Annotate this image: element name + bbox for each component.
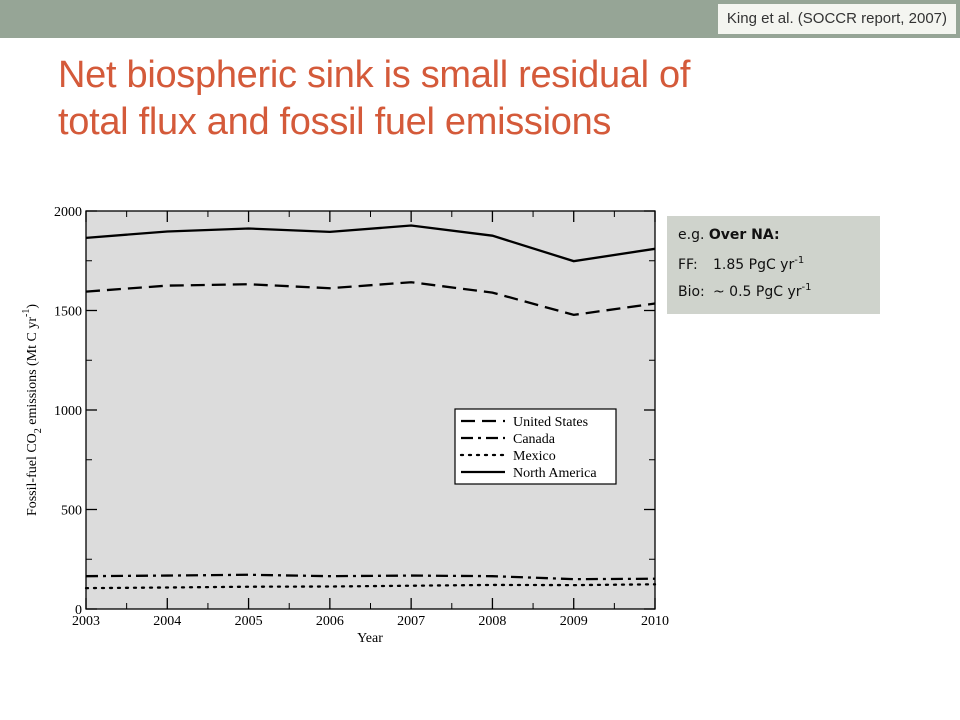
citation-label: King et al. (SOCCR report, 2007) bbox=[717, 4, 956, 34]
x-tick-label: 2003 bbox=[72, 614, 100, 629]
note-box: e.g. Over NA: FF: 1.85 PgC yr-1 Bio: ~ 0.5… bbox=[667, 216, 880, 314]
x-tick-label: 2006 bbox=[316, 614, 344, 629]
y-tick-label: 0 bbox=[75, 603, 82, 618]
slide-title-line-1: Net biospheric sink is small residual of bbox=[58, 54, 691, 96]
note-line-ff: FF: 1.85 PgC yr-1 bbox=[678, 255, 805, 273]
slide-title-line-2: total flux and fossil fuel emissions bbox=[58, 101, 612, 143]
series-line-mexico bbox=[84, 583, 657, 590]
series-line-north-america bbox=[85, 224, 656, 263]
x-tick-label: 2010 bbox=[641, 614, 669, 629]
y-tick-label: 2000 bbox=[54, 205, 82, 220]
y-tick-label: 1500 bbox=[54, 305, 82, 320]
slide-title: Net biospheric sink is small residual of… bbox=[58, 52, 938, 146]
x-tick-label: 2004 bbox=[153, 614, 181, 629]
legend-label-canada: Canada bbox=[513, 432, 556, 447]
y-axis-label: Fossil-fuel CO2 emissions (Mt C yr-1) bbox=[21, 304, 44, 516]
legend-label-north-america: North America bbox=[513, 466, 597, 481]
note-line-bio: Bio: ~ 0.5 PgC yr-1 bbox=[678, 282, 812, 300]
x-tick-label: 2005 bbox=[235, 614, 263, 629]
x-axis-label: Year bbox=[357, 631, 383, 646]
note-line-region: e.g. Over NA: bbox=[678, 227, 780, 243]
legend-label-mexico: Mexico bbox=[513, 449, 556, 464]
x-tick-label: 2009 bbox=[560, 614, 588, 629]
series-line-united-states bbox=[85, 281, 656, 317]
y-tick-label: 1000 bbox=[54, 404, 82, 419]
y-tick-label: 500 bbox=[61, 504, 82, 519]
series-line-canada bbox=[85, 573, 656, 581]
x-tick-label: 2008 bbox=[478, 614, 506, 629]
legend-label-united-states: United States bbox=[513, 415, 588, 430]
x-tick-label: 2007 bbox=[397, 614, 425, 629]
